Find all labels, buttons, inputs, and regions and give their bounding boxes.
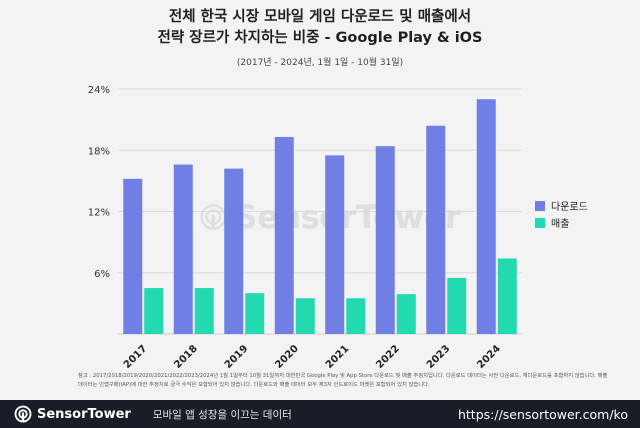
bar-downloads [375, 146, 395, 334]
legend-label-revenue: 매출 [551, 219, 570, 230]
bar-revenue [447, 277, 467, 334]
bar-revenue [396, 294, 416, 334]
bar-revenue [497, 258, 517, 334]
footer-brand: SensorTower [37, 406, 131, 422]
y-tick-label: 18% [88, 146, 110, 157]
x-tick-label: 2018 [172, 343, 199, 370]
x-tick-label: 2024 [475, 343, 502, 370]
bar-downloads [274, 136, 294, 334]
y-tick-label: 6% [94, 269, 110, 280]
bar-revenue [245, 293, 265, 334]
legend-label-downloads: 다운로드 [551, 202, 588, 213]
bar-downloads [173, 164, 193, 334]
chart-title-line2: 전략 장르가 차지하는 비중 - Google Play & iOS [157, 30, 483, 46]
x-tick-label: 2021 [324, 343, 351, 370]
legend-swatch-revenue [535, 217, 545, 228]
x-tick-label: 2017 [122, 343, 149, 370]
bar-downloads [123, 178, 143, 334]
x-tick-label: 2020 [273, 343, 300, 370]
legend: 다운로드 매출 [535, 197, 588, 231]
legend-swatch-downloads [535, 200, 545, 211]
footer-url-link[interactable]: https://sensortower.com/ko [457, 406, 628, 422]
legend-item-downloads: 다운로드 [535, 197, 588, 214]
bar-revenue [295, 298, 315, 334]
x-tick-label: 2019 [223, 343, 250, 370]
y-tick-label: 12% [88, 208, 110, 219]
y-tick-label: 24% [88, 85, 110, 96]
bar-chart: 6% 12% 18% 24% 2017 2018 2019 2020 2021 2022 2023 2… [88, 85, 522, 371]
footer-logo[interactable]: SensorTower [14, 405, 131, 423]
footer-tagline: 모바일 앱 성장을 이끄는 데이터 [152, 408, 292, 421]
chart-subtitle: (2017년 - 2024년, 1월 1일 - 10월 31일) [236, 58, 404, 68]
bar-downloads [325, 155, 345, 334]
bar-downloads [426, 125, 446, 334]
footnote: 참고 : 2017/2018/2019/2020/2021/2022/2023/… [78, 373, 608, 388]
x-tick-label: 2023 [425, 343, 452, 370]
bar-revenue [144, 288, 164, 334]
legend-item-revenue: 매출 [535, 214, 588, 231]
bar-downloads [476, 99, 496, 334]
chart-title: 전체 한국 시장 모바일 게임 다운로드 및 매출에서 전략 장르가 차지하는 … [0, 7, 640, 49]
bar-revenue [194, 288, 214, 334]
bar-revenue [346, 298, 366, 334]
chart-title-line1: 전체 한국 시장 모바일 게임 다운로드 및 매출에서 [168, 9, 472, 25]
bar-downloads [224, 168, 244, 334]
sensortower-logo-icon [14, 405, 32, 423]
x-tick-label: 2022 [374, 343, 401, 370]
footer-bar: SensorTower 모바일 앱 성장을 이끄는 데이터 https://se… [0, 400, 640, 428]
